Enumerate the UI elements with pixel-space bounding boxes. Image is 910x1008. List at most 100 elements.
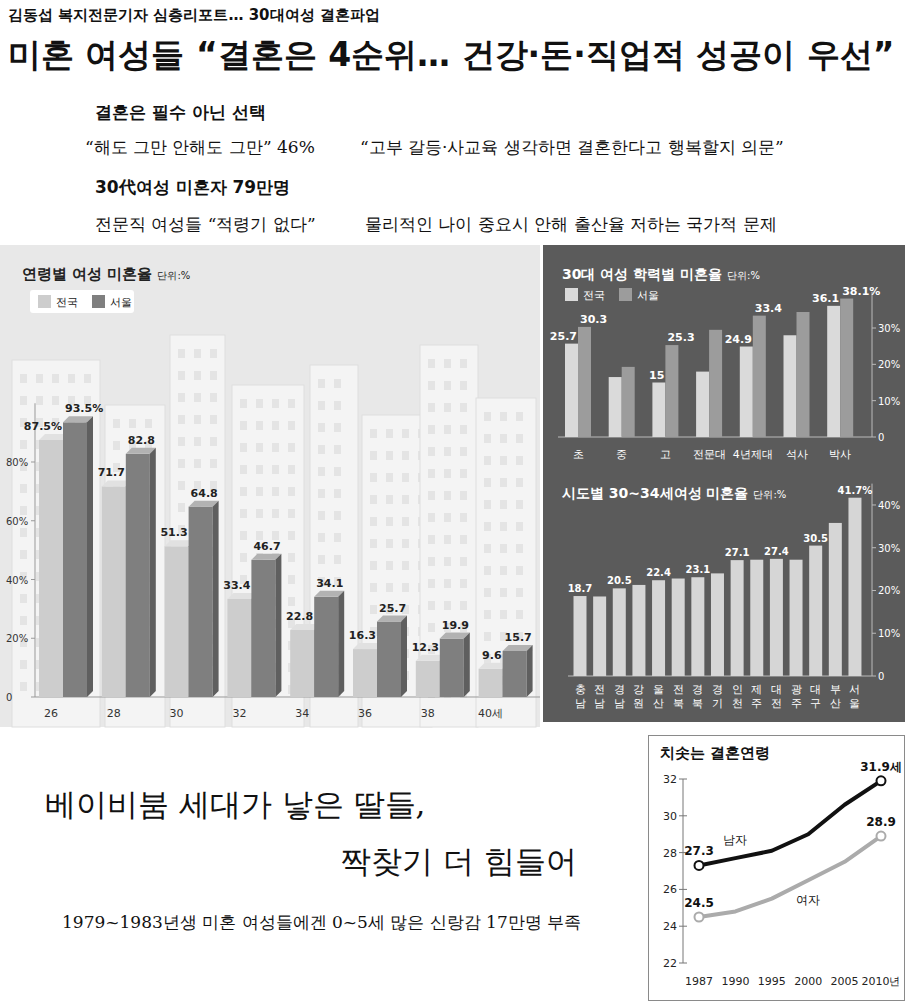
bar [189,507,213,697]
window [444,425,451,434]
x-tick-label: 강원 [633,683,644,710]
window [386,429,393,438]
x-tick-label-part: 대 [810,683,821,696]
window [428,425,435,434]
window [318,489,325,498]
x-tick-label-part: 남 [575,697,586,710]
x-tick-label-part: 인 [732,683,743,696]
window [288,553,295,562]
window [318,467,325,476]
window [210,393,217,402]
window [272,487,279,496]
data-label: 27.3 [684,844,714,858]
window [428,359,435,368]
marker [695,913,704,922]
x-tick-label: 2005 [831,975,859,988]
data-label: 9.6 [482,649,502,662]
data-labels: 25.730.31525.324.933.436.138.1% [550,285,881,382]
window [370,473,377,482]
window [500,500,507,509]
x-tick-label: 26 [44,707,58,720]
bar [503,651,527,697]
window [272,531,279,540]
legend-label: 서울 [637,289,659,302]
kicker: 김동섭 복지전문기자 심층리포트… 30대여성 결혼파업 [8,6,380,24]
x-tick-label: 박사 [829,448,851,461]
y-tick-label: 28 [663,847,677,860]
chart-title: 30대 여성 학력별 미혼율 [562,266,722,282]
legend: 전국서울 [565,288,659,302]
y-tick [872,590,876,591]
window [256,443,263,452]
y-tick [31,638,35,639]
bar [848,498,861,676]
bar [740,347,753,437]
subhead-line: “해도 그만 안해도 그만” 46% [85,137,315,157]
y-tick [679,779,687,780]
window [428,469,435,478]
data-labels: 27.331.9세24.528.9 [684,760,902,910]
window [178,503,185,512]
window [288,443,295,452]
x-tick-label: 1987 [685,975,713,988]
y-tick [872,400,876,401]
subhead-line: 물리적인 나이 중요시 안해 출산율 저하는 국가적 문제 [365,214,777,234]
y-tick-label: 10% [878,628,900,639]
window [444,447,451,456]
y-tick [31,579,35,580]
window [272,465,279,474]
y-tick [31,520,35,521]
bar [39,440,63,697]
bar [593,596,606,676]
y-tick-label: 40% [6,575,28,586]
data-label: 15.7 [505,631,532,644]
window [20,506,27,515]
x-tick-label: 28 [107,707,121,720]
x-tick-label: 대전 [771,683,782,710]
skyline [12,335,536,727]
window [334,489,341,498]
data-label: 33.4 [223,579,250,592]
bar [797,312,810,437]
bar-side [338,591,344,697]
window [428,623,435,632]
legend-swatch [565,288,578,301]
subhead: 30代여성 미혼자 79만명 [95,177,290,197]
window [500,434,507,443]
x-tick-label: 4년제대 [733,448,773,461]
y-tick [679,815,687,816]
window [194,393,201,402]
x-tick-label: 40세 [478,707,503,720]
data-label: 25.7 [550,330,577,343]
window [444,513,451,522]
x-tick-label: 초 [573,448,584,461]
window [500,588,507,597]
bar [672,579,685,676]
data-label: 28.9 [866,815,896,829]
window [20,396,27,405]
window [444,579,451,588]
x-tick-label: 광주 [791,683,802,710]
y-tick [679,926,687,927]
data-label: 36.1 [812,292,839,305]
y-tick-label: 30% [878,323,900,334]
subhead-line: “고부 갈등·사교육 생각하면 결혼한다고 행복할지 의문” [360,137,784,157]
x-tick-labels: 충남전남경남강원울산전북경북경기인천제주대전광주대구부산서울 [575,683,861,710]
window [334,401,341,410]
window [178,437,185,446]
data-label: 87.5% [24,420,62,433]
data-label: 24.5 [684,896,714,910]
y-tick-label: 10% [878,396,900,407]
window [370,451,377,460]
x-tick-label-part: 산 [653,697,664,710]
window [428,403,435,412]
page: 김동섭 복지전문기자 심층리포트… 30대여성 결혼파업미혼 여성들 “결혼은 … [0,0,910,1008]
window [500,566,507,575]
bar [290,630,314,697]
window [318,533,325,542]
window [516,522,523,531]
data-label: 22.4 [646,567,671,578]
x-tick-label-part: 남 [614,697,625,710]
window [386,451,393,460]
window [240,421,247,430]
